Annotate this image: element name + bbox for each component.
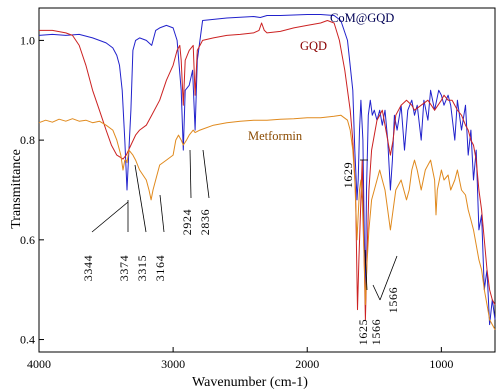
y-tick-label: 1.0 <box>20 33 35 47</box>
plot-frame <box>38 7 496 353</box>
peak-label: 1566 <box>386 287 400 313</box>
x-tick-label: 1000 <box>429 357 453 371</box>
peak-label: 3374 <box>117 255 131 281</box>
x-tick-label: 4000 <box>27 357 51 371</box>
annotation-leader <box>379 255 398 301</box>
series-line-metformin <box>38 114 496 330</box>
series-line-gqd <box>39 20 496 321</box>
series-label-metformin: Metformin <box>248 129 303 143</box>
annotation-leader <box>159 194 165 233</box>
x-axis-label: Wavenumber (cm-1) <box>192 375 308 390</box>
series-line-com-gqd <box>38 14 496 326</box>
peak-label: 1625 <box>356 319 370 345</box>
annotation-leader <box>372 284 381 301</box>
peak-label: 3344 <box>81 255 95 281</box>
peak-label: 2836 <box>198 209 212 235</box>
x-tick-label: 3000 <box>161 357 185 371</box>
plot-border <box>38 7 496 353</box>
series-label-gqd: GQD <box>300 39 327 53</box>
axis-ticks: 4000 3000 2000 1000 1.0 0.8 0.6 0.4 <box>20 33 453 371</box>
peak-label: 3164 <box>153 255 167 281</box>
annotation-leader <box>364 249 368 291</box>
annotation-leader <box>91 201 129 233</box>
x-tick-label: 2000 <box>295 357 319 371</box>
series-layer <box>38 14 496 330</box>
y-tick-label: 0.6 <box>20 233 35 247</box>
y-tick-label: 0.8 <box>20 133 35 147</box>
annotation-leader <box>189 149 192 199</box>
annotation-leader <box>202 149 210 199</box>
y-axis-label: Transmittance <box>9 149 24 229</box>
series-label-com-gqd: CoM@GQD <box>330 11 394 25</box>
annotation-leader <box>134 164 147 233</box>
annotation-leaders <box>91 149 398 301</box>
y-tick-label: 0.4 <box>20 333 35 347</box>
peak-label: 3315 <box>135 255 149 281</box>
peak-label: 1629 <box>341 162 355 188</box>
peak-label: 2924 <box>180 209 194 235</box>
labels: Transmittance Wavenumber (cm-1) CoM@GQDG… <box>9 11 394 390</box>
peak-label: 1566 <box>369 319 383 345</box>
